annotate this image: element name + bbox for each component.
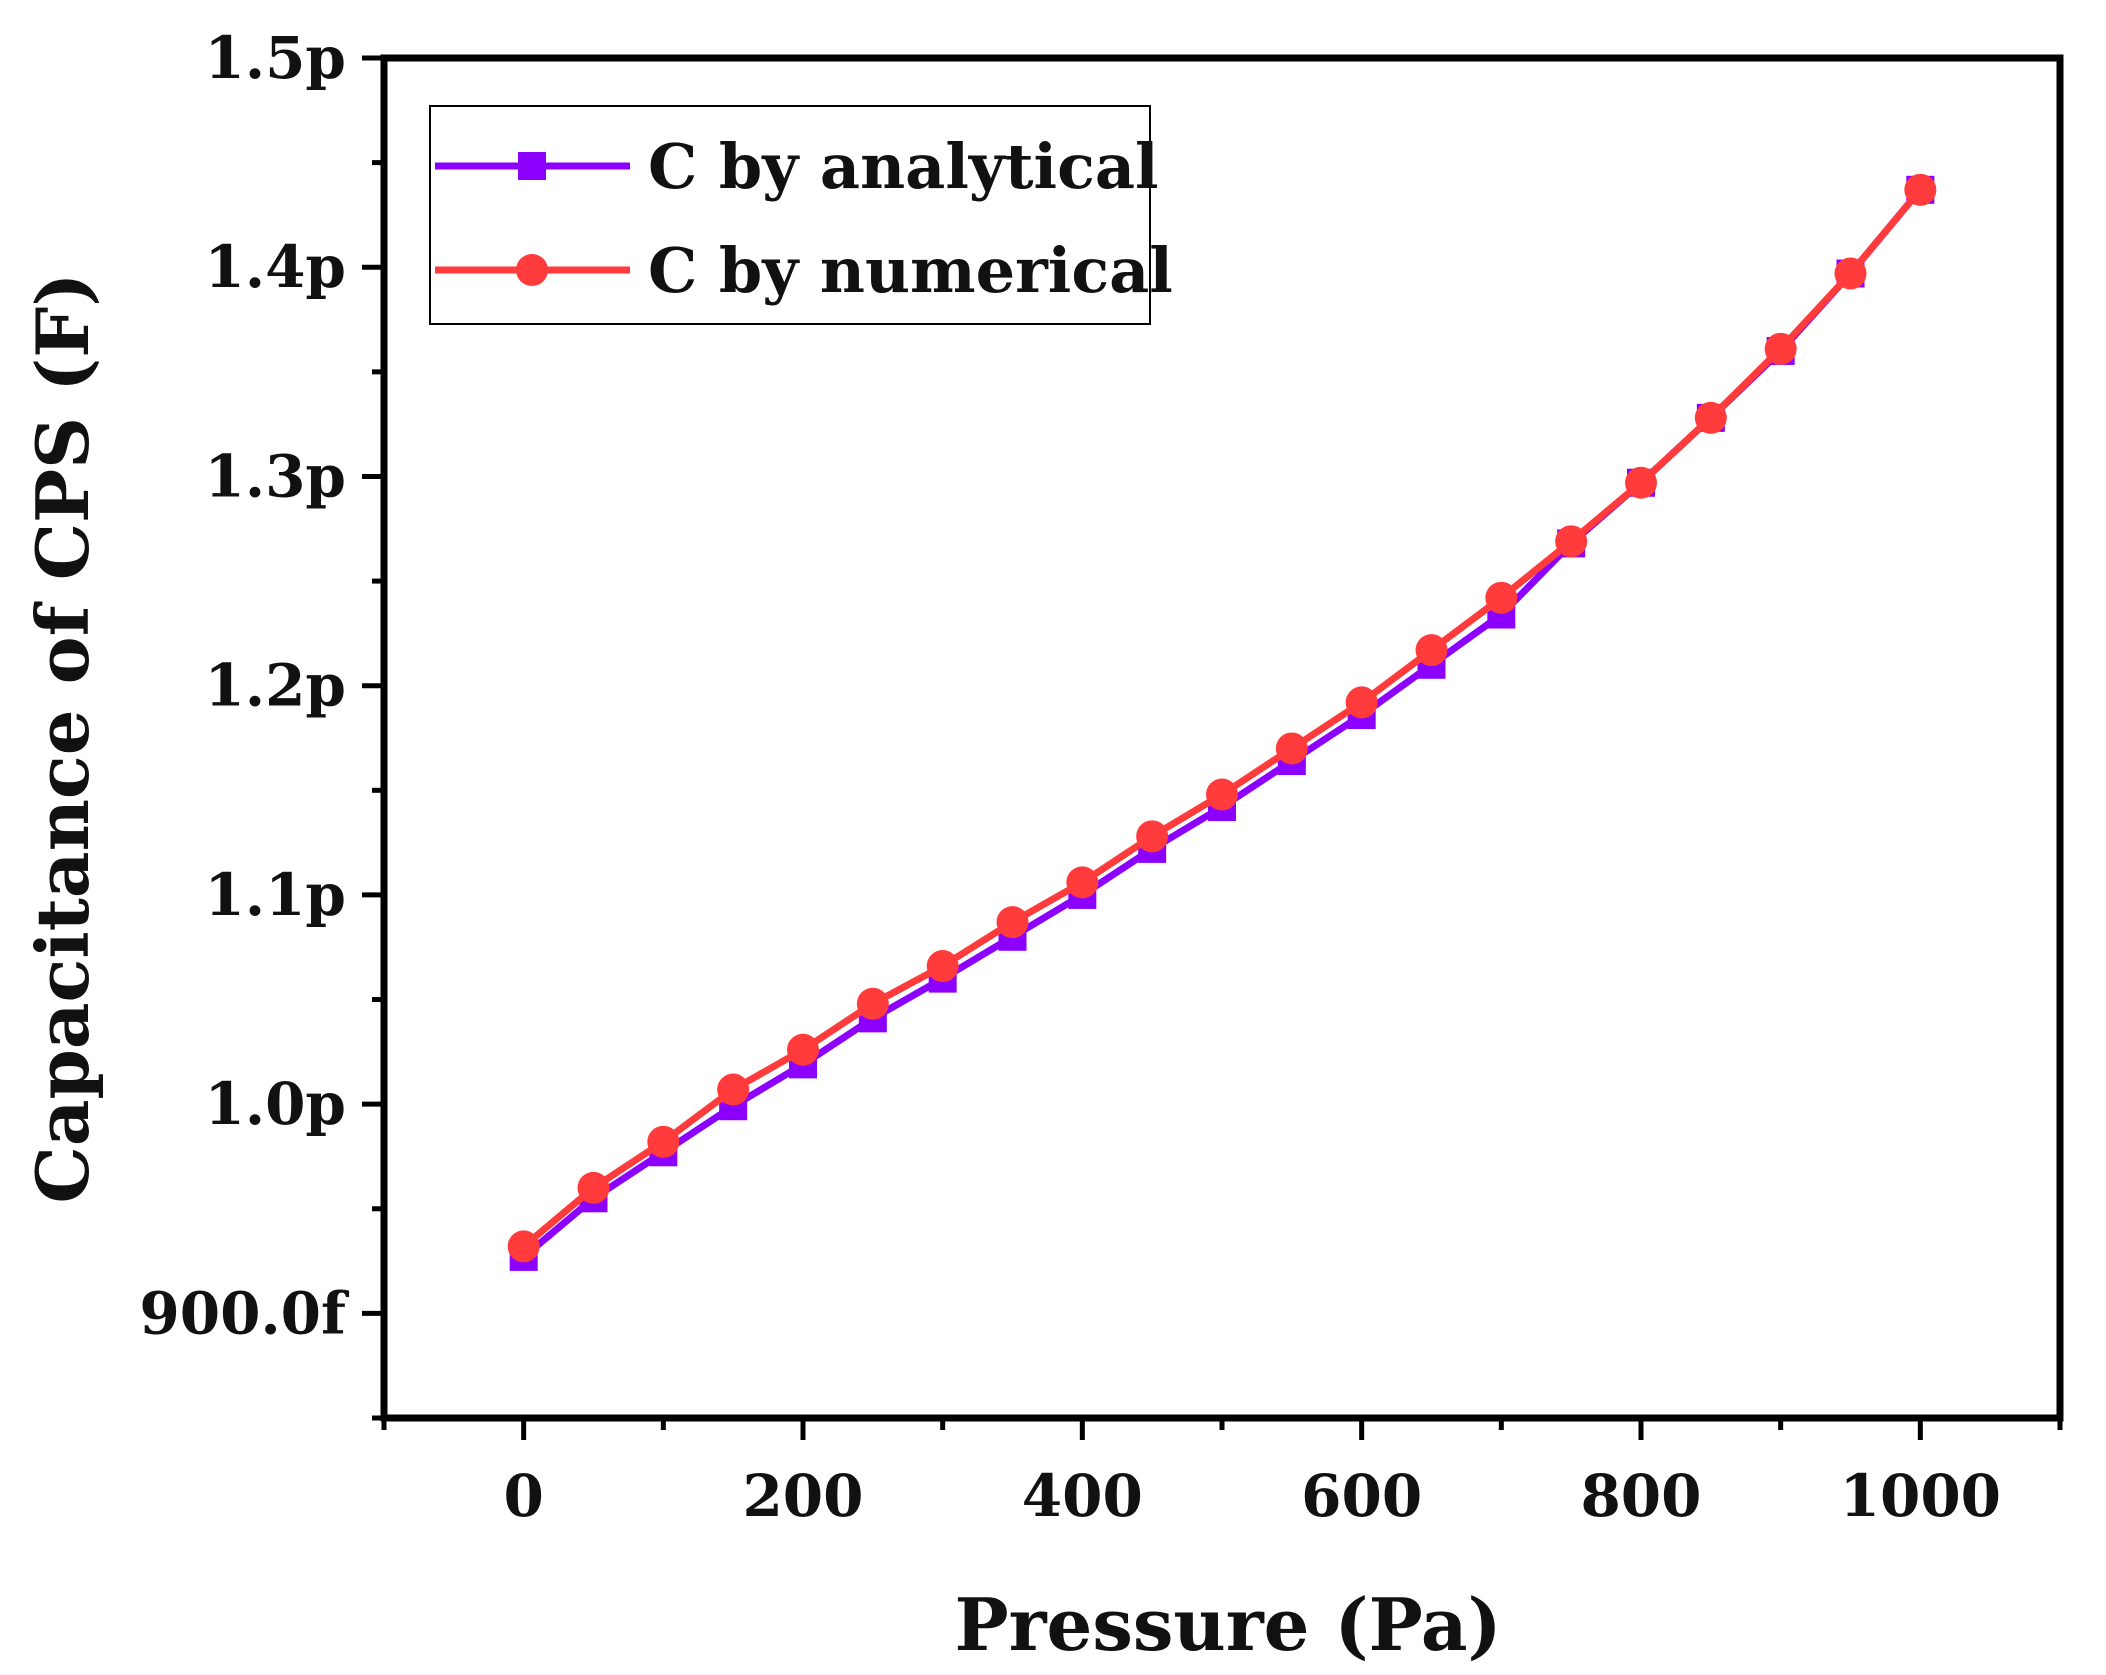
legend-label-numerical: C by numerical: [648, 234, 1173, 307]
x-axis-title: Pressure (Pa): [954, 1582, 1501, 1667]
data-point: [1625, 466, 1657, 499]
data-point: [1555, 525, 1588, 558]
legend-box: [429, 105, 1151, 325]
x-tick-label: 1000: [1840, 1462, 2001, 1530]
data-point: [1485, 581, 1518, 614]
y-tick-label: 1.5p: [205, 24, 346, 92]
data-point: [1345, 686, 1378, 719]
data-point: [1136, 820, 1169, 853]
data-point: [1066, 866, 1099, 899]
y-tick-label: 1.2p: [205, 652, 346, 720]
x-axis-ticks: 0 200 400 600 800 1000: [381, 1418, 2063, 1530]
data-point: [577, 1171, 610, 1204]
legend-marker-numerical: [516, 254, 548, 286]
data-point: [1206, 778, 1238, 811]
x-tick-label: 400: [1022, 1462, 1143, 1530]
y-tick-label: 900.0f: [139, 1279, 350, 1347]
data-point: [926, 950, 959, 983]
data-point: [856, 987, 889, 1020]
data-point: [1275, 732, 1308, 765]
data-point: [1694, 401, 1727, 434]
x-tick-label: 0: [503, 1462, 543, 1530]
y-axis-title: Capacitance of CPS (F): [20, 273, 105, 1204]
x-tick-label: 200: [742, 1462, 863, 1530]
y-tick-label: 1.0p: [205, 1070, 346, 1138]
legend: C by analytical C by numerical: [429, 105, 1173, 325]
y-tick-label: 1.4p: [205, 233, 346, 301]
x-tick-label: 800: [1580, 1462, 1701, 1530]
data-point: [1834, 257, 1867, 290]
y-tick-label: 1.3p: [205, 442, 346, 510]
legend-marker-analytical: [518, 152, 546, 180]
x-tick-label: 600: [1301, 1462, 1422, 1530]
data-point: [1904, 173, 1937, 206]
data-point: [787, 1033, 819, 1066]
legend-label-analytical: C by analytical: [648, 130, 1159, 203]
data-point: [717, 1073, 750, 1106]
y-tick-label: 1.1p: [205, 861, 346, 929]
series-layer: [507, 173, 1937, 1271]
data-point: [1415, 634, 1448, 667]
data-point: [1764, 332, 1797, 365]
series-numerical: [507, 173, 1937, 1263]
data-point: [507, 1230, 540, 1263]
y-axis-ticks: 900.0f 1.0p 1.1p 1.2p 1.3p 1.4p 1.5p: [139, 24, 384, 1421]
data-point: [647, 1125, 680, 1158]
data-point: [996, 906, 1029, 939]
